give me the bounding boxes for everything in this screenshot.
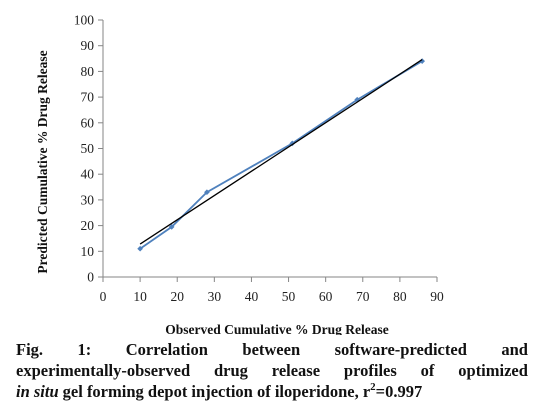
x-tick-label: 40 [245,289,259,304]
caption-word: and [501,340,528,359]
y-tick-label: 20 [81,218,95,233]
data-point-marker [137,245,143,252]
x-tick-label: 80 [393,289,407,304]
x-tick-label: 90 [430,289,444,304]
caption-line-1: Fig. 1: Correlation between software-pre… [16,339,528,360]
x-axis-ticks: 0 10 20 30 40 50 60 70 80 90 [100,277,444,304]
caption-word: optimized [458,361,528,380]
y-tick-label: 50 [81,141,95,156]
caption-word: Fig. [16,340,44,359]
y-tick-label: 40 [81,167,95,182]
caption-text: gel forming depot injection of iloperido… [62,382,371,401]
data-series [137,58,425,252]
caption-word: experimentally-observed [16,361,191,380]
y-tick-label: 100 [74,13,95,28]
series-line [139,60,423,250]
caption-word: drug [214,361,248,380]
caption-word: Correlation [125,340,208,359]
caption-superscript: 2 [370,380,376,393]
y-tick-label: 10 [81,244,95,259]
x-tick-label: 0 [100,289,107,304]
caption-r2-value: =0.997 [375,382,423,401]
y-tick-label: 30 [81,192,95,207]
trendline [139,59,423,245]
caption-word: software-predicted [334,340,467,359]
data-point-marker [204,189,210,196]
caption-line-2: experimentally-observed drug release pro… [16,360,528,381]
y-tick-label: 80 [81,64,95,79]
caption-line-3: in situ gel forming depot injection of il… [16,381,528,402]
x-tick-label: 10 [133,289,147,304]
caption-word: release [271,361,321,380]
x-tick-label: 60 [319,289,333,304]
caption-word: of [420,361,435,380]
data-point-marker [168,224,175,230]
caption-word: between [242,340,301,359]
y-tick-label: 0 [87,270,94,285]
caption-italic-term: in situ [16,382,59,401]
x-tick-label: 30 [208,289,222,304]
x-axis-title: Observed Cumulative % Drug Release [165,322,388,335]
y-tick-label: 60 [81,115,95,130]
y-axis-title: Predicted Cumulative % Drug Release [35,50,50,273]
x-tick-label: 50 [282,289,296,304]
caption-word: profiles [343,361,397,380]
x-tick-label: 70 [356,289,370,304]
y-axis-ticks: 0 10 20 30 40 50 60 70 80 90 100 [74,13,103,285]
caption-word: 1: [77,340,92,359]
figure-caption: Fig. 1: Correlation between software-pre… [16,339,528,402]
correlation-chart: 0 10 20 30 40 50 60 70 80 90 100 0 10 20 30 40 50 60 70 80… [35,13,444,336]
x-tick-label: 20 [170,289,184,304]
y-tick-label: 90 [81,38,95,53]
y-tick-label: 70 [81,90,95,105]
